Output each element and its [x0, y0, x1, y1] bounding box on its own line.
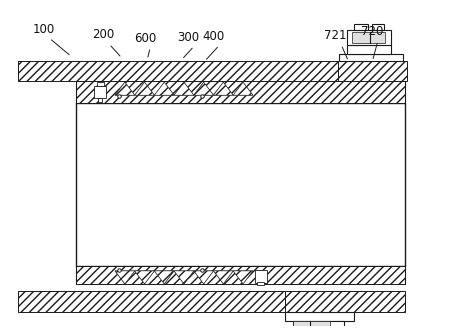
Bar	[352, 32, 385, 43]
Polygon shape	[194, 271, 213, 284]
Bar	[347, 44, 391, 54]
Polygon shape	[194, 82, 213, 95]
Text: 300: 300	[177, 31, 200, 44]
Polygon shape	[154, 271, 174, 284]
Polygon shape	[115, 271, 135, 284]
Bar	[319, 328, 333, 329]
Bar	[97, 82, 104, 86]
Bar	[94, 86, 106, 98]
Polygon shape	[115, 82, 135, 95]
Bar	[347, 30, 391, 44]
Bar	[76, 266, 405, 284]
Bar	[372, 24, 384, 30]
Polygon shape	[115, 271, 135, 284]
Polygon shape	[213, 82, 233, 95]
Polygon shape	[213, 271, 233, 284]
Polygon shape	[174, 271, 194, 284]
Polygon shape	[115, 82, 135, 95]
Bar	[18, 291, 285, 312]
Polygon shape	[213, 82, 233, 95]
Bar	[285, 291, 405, 312]
Bar	[18, 61, 338, 81]
Bar	[98, 98, 102, 102]
Polygon shape	[233, 271, 253, 284]
Bar	[293, 321, 344, 328]
Bar	[285, 312, 354, 321]
Polygon shape	[154, 271, 174, 284]
Text: 200: 200	[92, 28, 114, 41]
Polygon shape	[233, 271, 253, 284]
Bar	[354, 24, 368, 30]
Polygon shape	[154, 82, 174, 95]
Bar	[255, 270, 267, 283]
Polygon shape	[135, 82, 154, 95]
Polygon shape	[174, 271, 194, 284]
Polygon shape	[135, 271, 154, 284]
Polygon shape	[194, 271, 213, 284]
Text: 400: 400	[203, 30, 225, 43]
Polygon shape	[154, 82, 174, 95]
Text: 721: 721	[325, 29, 347, 42]
Polygon shape	[135, 82, 154, 95]
Bar	[257, 282, 265, 285]
Bar	[339, 54, 403, 61]
Bar	[293, 321, 330, 326]
Polygon shape	[174, 82, 194, 95]
Polygon shape	[174, 82, 194, 95]
Bar	[76, 103, 405, 266]
Bar	[338, 61, 407, 81]
Text: 600: 600	[134, 32, 156, 44]
Text: 100: 100	[33, 22, 55, 36]
Polygon shape	[233, 82, 253, 95]
Bar	[299, 328, 315, 329]
Text: 720: 720	[361, 25, 384, 38]
Polygon shape	[213, 271, 233, 284]
Polygon shape	[233, 82, 253, 95]
Polygon shape	[135, 271, 154, 284]
Bar	[76, 81, 405, 103]
Polygon shape	[194, 82, 213, 95]
